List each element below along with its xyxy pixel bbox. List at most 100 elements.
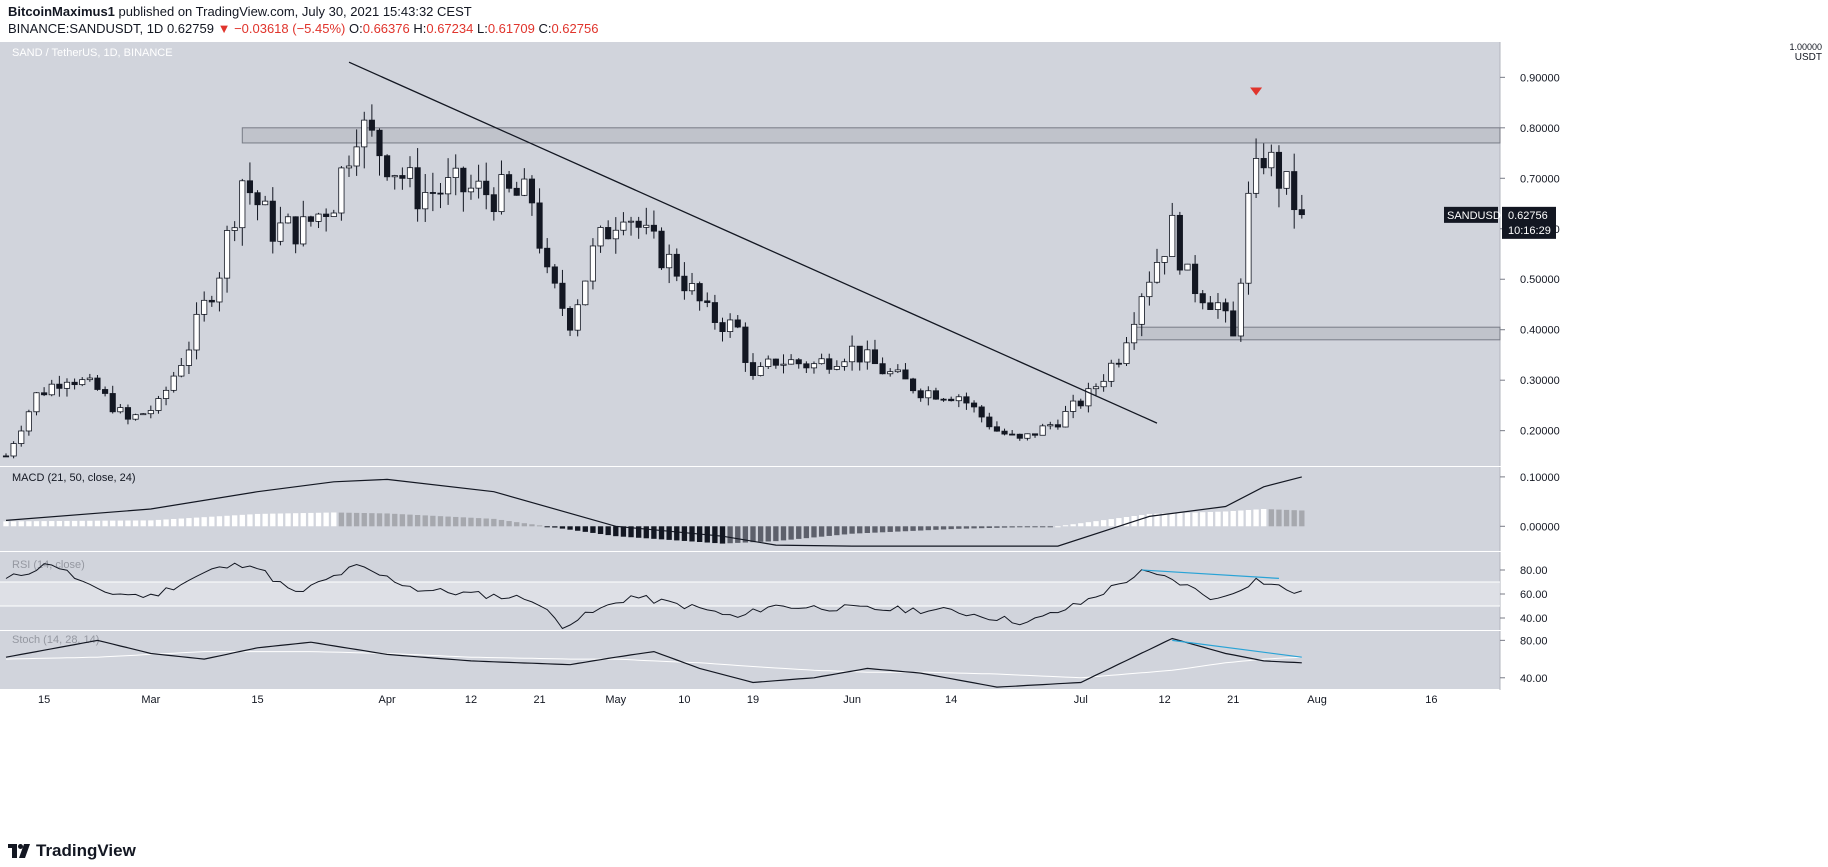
candle-body-down — [879, 363, 886, 375]
candle — [429, 172, 436, 212]
support-zone — [1133, 326, 1501, 341]
candle — [780, 354, 787, 374]
candle-body-down — [1031, 433, 1039, 436]
candle-body-down — [254, 192, 261, 206]
macd-histogram-bar — [1070, 524, 1076, 527]
candle — [399, 167, 406, 190]
candle-body-down — [704, 300, 711, 303]
candle — [1001, 428, 1008, 436]
candle — [56, 375, 63, 397]
macd-histogram-bar — [186, 518, 192, 527]
candle-body-down — [1009, 433, 1016, 436]
macd-histogram-bar — [1093, 521, 1099, 527]
macd-histogram-bar — [132, 520, 139, 527]
macd-histogram-bar — [483, 518, 489, 527]
candle — [2, 453, 10, 458]
macd-histogram-bar — [331, 512, 337, 527]
macd-line — [5, 476, 1302, 547]
candle-body-up — [849, 345, 856, 363]
candle — [841, 358, 848, 371]
macd-histogram-bar — [780, 526, 787, 541]
candle-body-down — [871, 349, 879, 365]
publisher-name[interactable]: BitcoinMaximus1 — [8, 4, 115, 19]
candle — [292, 216, 299, 254]
candle-body-down — [2, 455, 10, 458]
candle-body-down — [437, 192, 444, 195]
macd-histogram-bar — [521, 523, 527, 527]
candle — [163, 386, 170, 406]
macd-histogram-bar — [102, 520, 108, 527]
candle — [147, 405, 154, 419]
candle — [666, 244, 673, 284]
candle — [1092, 383, 1100, 396]
macd-histogram-bar — [1299, 510, 1305, 527]
macd-histogram-bar — [1085, 522, 1092, 527]
candle-body-down — [292, 216, 299, 245]
macd-histogram-bar — [727, 526, 733, 544]
candle-body-down — [1176, 214, 1183, 271]
candle-body-up — [25, 411, 32, 432]
macd-histogram-bar — [171, 518, 177, 527]
candle-body-down — [566, 308, 574, 331]
x-tick-label: May — [605, 694, 626, 706]
macd-histogram-bar — [735, 526, 741, 543]
candle-body-up — [406, 167, 414, 179]
macd-histogram-bar — [148, 520, 154, 527]
candle-body-down — [269, 200, 276, 242]
candle-body-down — [368, 119, 375, 131]
macd-histogram-bar — [369, 513, 375, 527]
candle — [688, 272, 696, 295]
macd-histogram-bar — [986, 526, 992, 529]
close-label: C: — [538, 21, 552, 36]
candle-body-down — [551, 266, 558, 284]
x-tick-label: Apr — [379, 694, 396, 706]
macd-histogram-bar — [422, 515, 428, 527]
candle-body-up — [1253, 158, 1260, 194]
macd-histogram-bar — [1009, 526, 1015, 528]
candle — [1161, 256, 1168, 275]
macd-histogram-bar — [1116, 518, 1122, 527]
candle — [1268, 144, 1275, 177]
candle — [582, 280, 589, 306]
brand-name[interactable]: TradingView — [36, 841, 136, 860]
candle — [1100, 374, 1107, 392]
candle — [963, 392, 970, 410]
candle-body-up — [612, 229, 619, 240]
candle — [1298, 194, 1305, 219]
macd-y-tick-label: 0.10000 — [1520, 472, 1560, 484]
candle-body-up — [1245, 192, 1252, 284]
macd-histogram-bar — [834, 526, 840, 536]
macd-histogram-bar — [64, 520, 70, 527]
macd-histogram-bar — [49, 521, 55, 527]
rsi-y-tick-label: 80.00 — [1520, 565, 1548, 577]
candle-body-up — [1092, 386, 1100, 390]
macd-histogram-bar — [971, 526, 977, 529]
candle-body-up — [1062, 411, 1069, 428]
candle-body-down — [528, 178, 536, 204]
macd-histogram-bar — [963, 526, 970, 529]
candle-body-up — [955, 396, 962, 402]
macd-histogram-bar — [757, 526, 764, 542]
candle — [1123, 336, 1130, 367]
macd-histogram-bar — [1245, 509, 1252, 527]
candles — [2, 104, 1305, 459]
macd-histogram-bar — [750, 526, 756, 543]
macd-histogram — [3, 509, 1305, 544]
x-tick-label: 12 — [465, 694, 477, 706]
candle — [803, 361, 810, 374]
candle — [170, 371, 177, 393]
macd-histogram-bar — [277, 513, 284, 527]
main-y-tick-label: 0.80000 — [1520, 123, 1560, 135]
macd-histogram-bar — [1154, 513, 1160, 527]
candle-body-down — [102, 389, 109, 394]
candle — [521, 168, 528, 197]
candle — [734, 315, 741, 329]
macd-histogram-bar — [254, 513, 261, 527]
main-pane-title: SAND / TetherUS, 1D, BINANCE — [12, 47, 173, 59]
stoch-label: Stoch (14, 28, 14) — [12, 634, 99, 646]
candle — [368, 104, 375, 137]
candle — [25, 409, 32, 436]
macd-histogram-bar — [803, 526, 810, 539]
macd-histogram-bar — [658, 526, 665, 540]
